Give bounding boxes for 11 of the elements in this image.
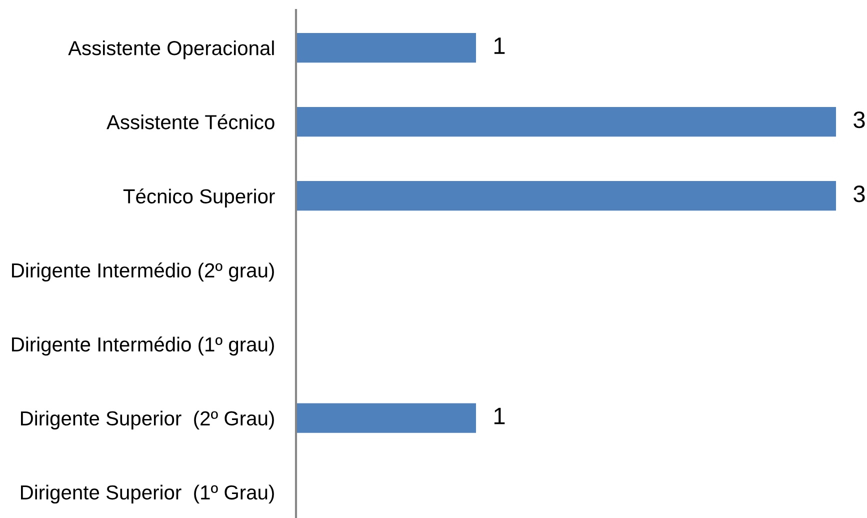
y-tick-label: Dirigente Intermédio (2º grau) [12, 262, 274, 282]
data-label: 3 [854, 185, 865, 202]
y-tick-label: Técnico Superior [123, 188, 275, 208]
y-tick-label: Dirigente Intermédio (1º grau) [12, 336, 274, 356]
y-tick-label: Assistente Operacional [68, 40, 274, 60]
y-tick-label: Dirigente Superior (2º Grau) [21, 410, 274, 430]
data-label: 3 [854, 111, 865, 128]
y-tick-label: Assistente Técnico [106, 114, 274, 130]
data-label: 1 [494, 408, 505, 424]
data-label: 1 [494, 38, 505, 54]
y-tick-label: Dirigente Superior (1º Grau) [21, 484, 274, 504]
